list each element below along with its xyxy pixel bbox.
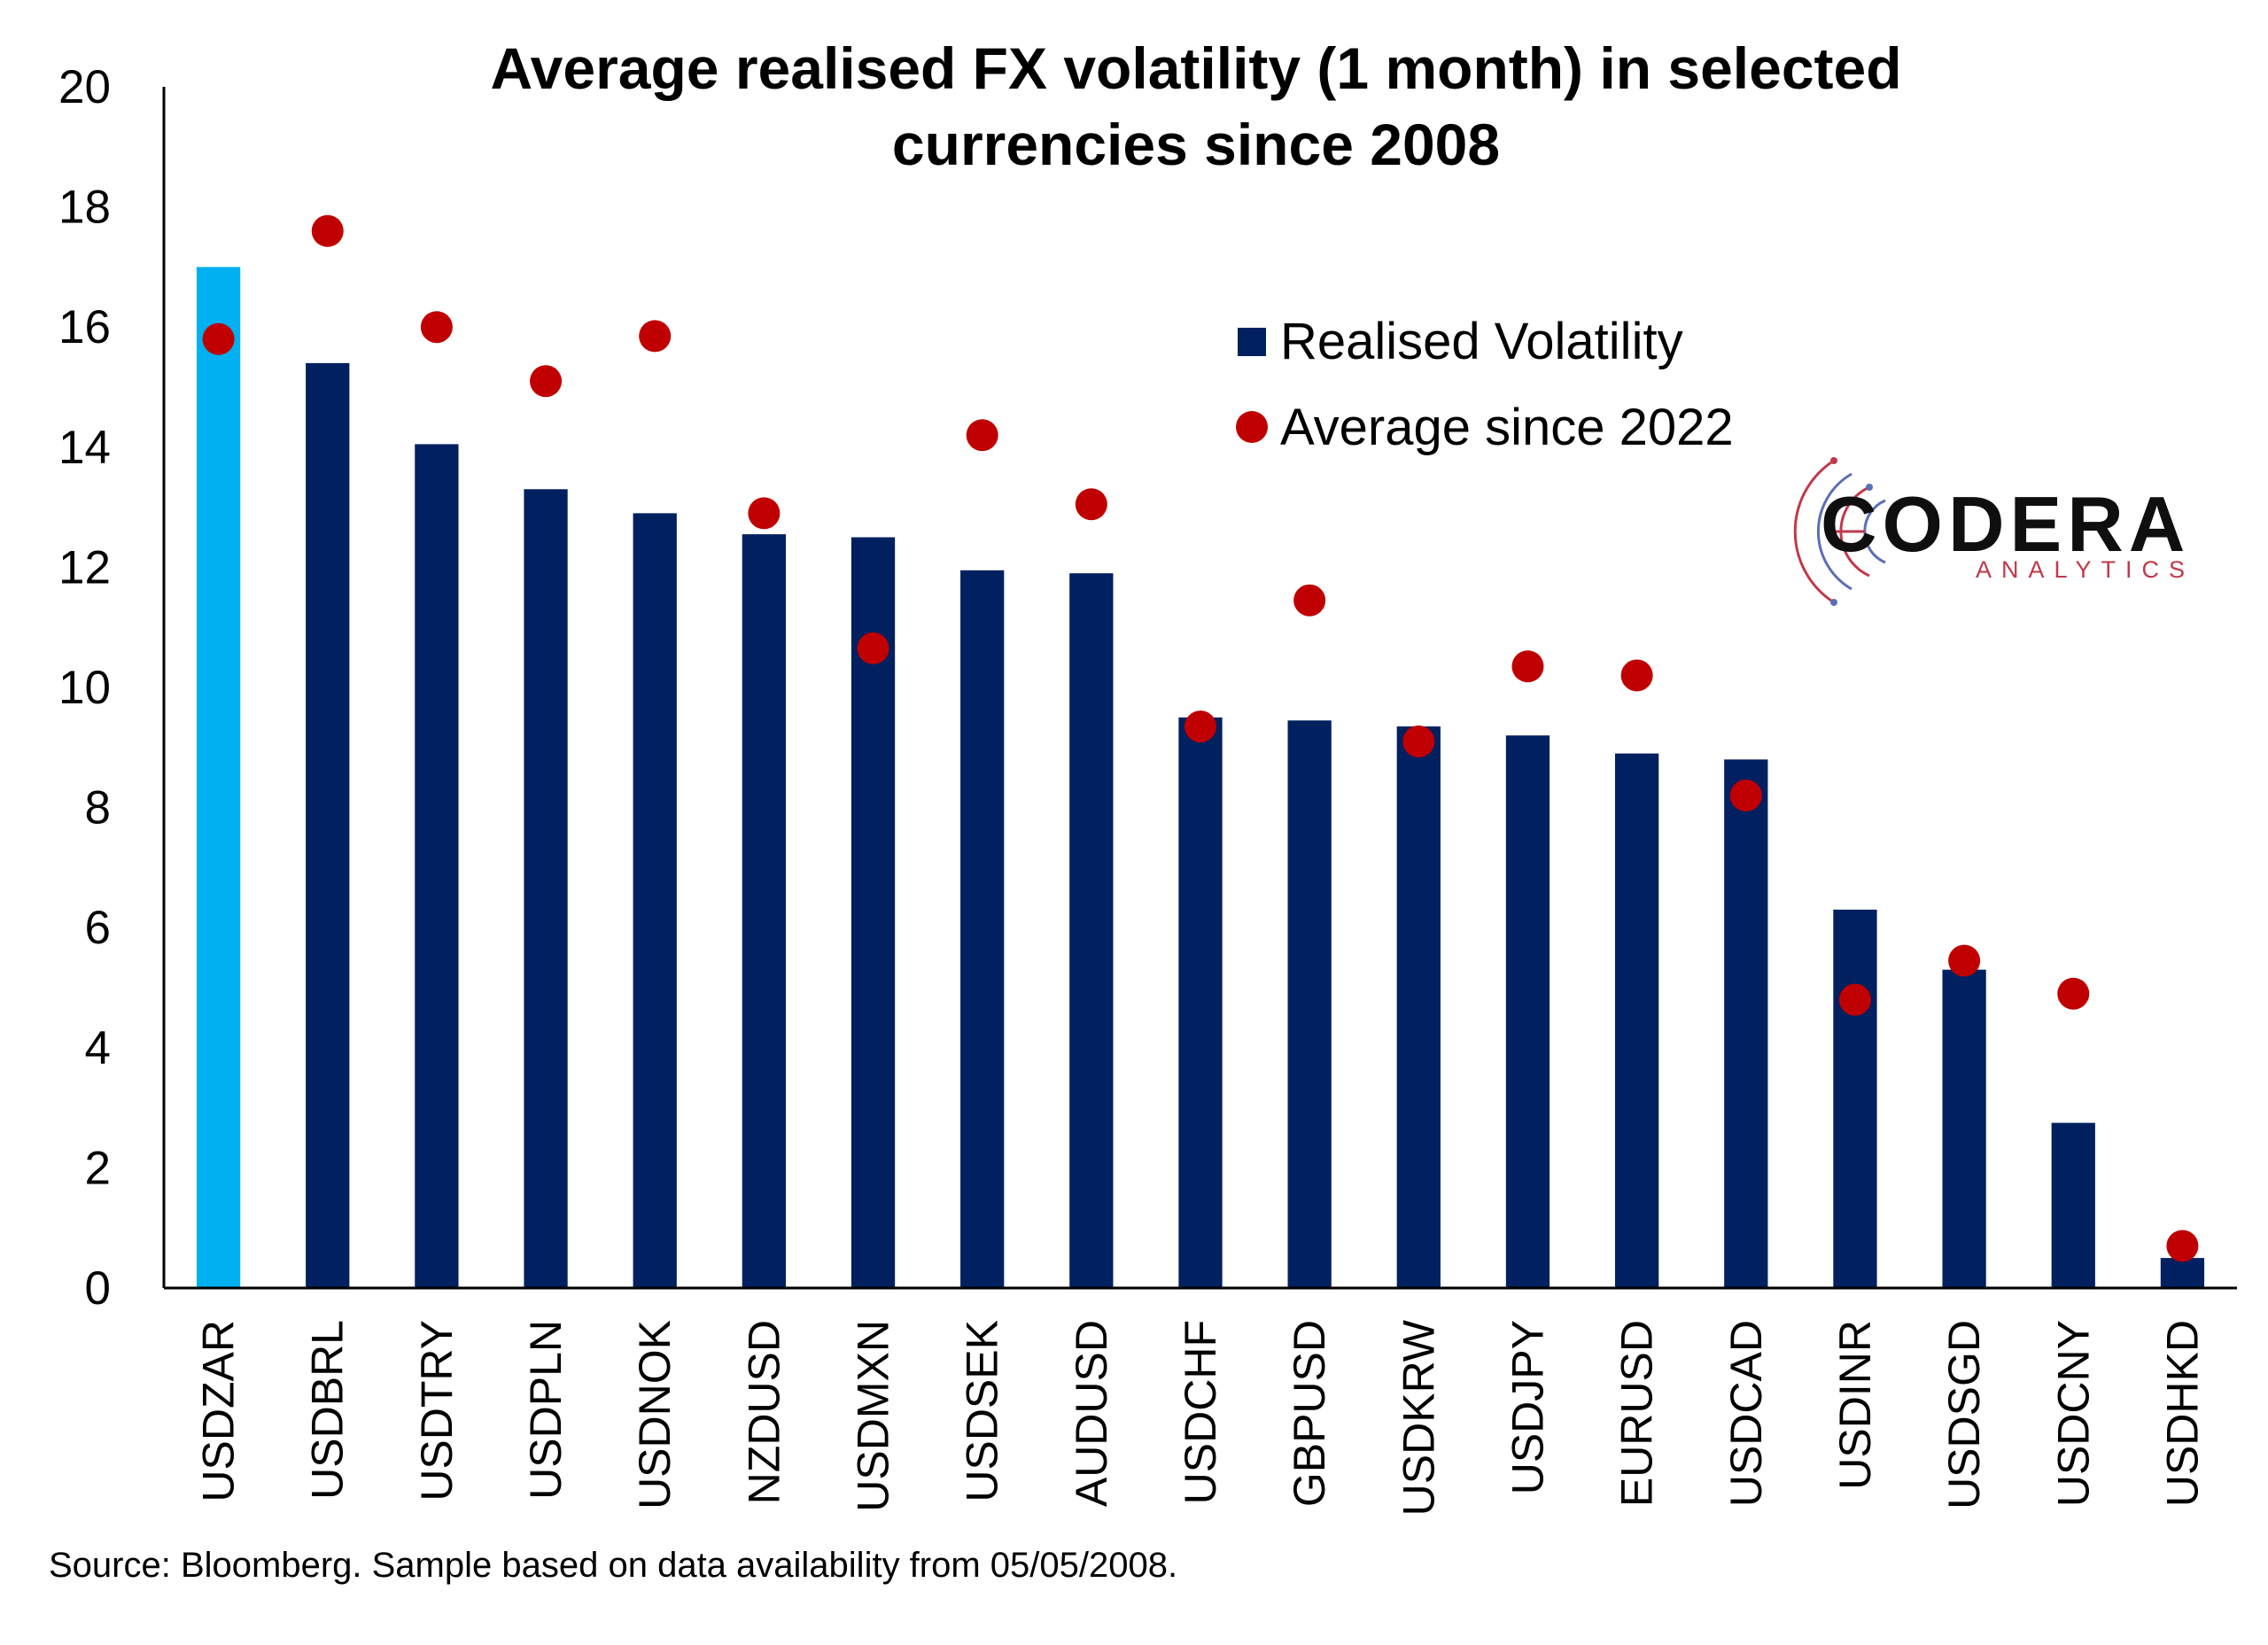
bar-usdtry [415, 444, 459, 1288]
y-tick-label: 6 [85, 902, 111, 954]
y-tick-label: 0 [85, 1262, 111, 1315]
bar-usdcny [2051, 1122, 2095, 1288]
point-average-usdkrw [1402, 726, 1435, 758]
y-tick-label: 8 [85, 782, 111, 834]
point-average-usdchf [1184, 710, 1216, 743]
bar-eurusd [1615, 753, 1659, 1288]
y-tick-label: 20 [58, 61, 111, 113]
y-tick-label: 16 [58, 301, 111, 353]
point-average-audusd [1075, 488, 1107, 521]
y-tick-label: 14 [58, 422, 111, 474]
source-note: Source: Bloomberg. Sample based on data … [49, 1546, 1177, 1585]
point-average-usdmxn [857, 632, 889, 664]
chart-title: Average realised FX volatility (1 month)… [490, 35, 1901, 177]
x-tick-label-usdsgd: USDSGD [1939, 1320, 1989, 1509]
point-average-nzdusd [748, 497, 781, 530]
bar-usdkrw [1396, 726, 1441, 1288]
logo-wordmark: CODERA [1821, 480, 2190, 568]
chart-title-line-1: Average realised FX volatility (1 month)… [490, 35, 1901, 101]
chart-title-line-2: currencies since 2008 [892, 112, 1500, 177]
y-tick-label: 10 [58, 662, 111, 714]
x-tick-label-eurusd: EURUSD [1612, 1320, 1662, 1507]
y-tick-label: 18 [58, 182, 111, 234]
x-tick-label-usdnok: USDNOK [630, 1320, 680, 1509]
x-tick-label-usdchf: USDCHF [1176, 1320, 1225, 1504]
legend-marker-average-since-2022 [1236, 411, 1268, 443]
bar-usdnok [633, 513, 677, 1288]
point-average-usdjpy [1511, 650, 1544, 683]
x-tick-label-usdcad: USDCAD [1721, 1320, 1771, 1507]
point-average-usdpln [530, 365, 563, 398]
point-average-usdcny [2057, 977, 2090, 1010]
point-average-usdsek [966, 419, 998, 452]
bar-nzdusd [742, 534, 786, 1288]
point-average-usdbrl [311, 214, 344, 247]
point-average-usdzar [202, 322, 235, 355]
bar-usdinr [1833, 909, 1877, 1288]
x-tick-label-usdbrl: USDBRL [303, 1320, 353, 1500]
bar-usdsek [960, 570, 1005, 1288]
legend-swatch-realised-volatility [1238, 328, 1266, 356]
x-tick-label-usdjpy: USDJPY [1503, 1320, 1552, 1494]
x-tick-label-usdpln: USDPLN [521, 1320, 571, 1500]
codera-analytics-logo: CODERA ANALYTICS [1793, 457, 2194, 606]
x-tick-label-usdhkd: USDHKD [2157, 1320, 2207, 1507]
x-tick-label-nzdusd: NZDUSD [739, 1320, 788, 1504]
point-average-usdinr [1838, 983, 1871, 1016]
x-tick-label-audusd: AUDUSD [1067, 1320, 1116, 1507]
y-tick-label: 4 [85, 1022, 111, 1075]
bar-usdbrl [306, 362, 350, 1288]
y-tick-label: 2 [85, 1142, 111, 1194]
point-average-usdcad [1729, 780, 1762, 812]
bar-usdpln [524, 489, 568, 1288]
bar-usdcad [1724, 759, 1768, 1288]
logo-circuit-icon [1793, 457, 1886, 606]
y-tick-label: 12 [58, 541, 111, 594]
bar-usdchf [1178, 717, 1223, 1288]
bar-usdhkd [2160, 1258, 2205, 1288]
x-tick-label-usdzar: USDZAR [194, 1320, 244, 1502]
point-average-usdnok [639, 320, 672, 353]
x-tick-label-usdmxn: USDMXN [849, 1320, 898, 1512]
bar-gbpusd [1287, 720, 1332, 1288]
point-average-usdsgd [1948, 944, 1981, 977]
plot-area: 0 2 4 6 8 10 12 14 16 18 20 USDZAR USDBRL USDTRY USDPL… [58, 61, 2207, 1516]
bar-usdzar [196, 267, 241, 1288]
x-tick-label-usdtry: USDTRY [412, 1320, 462, 1501]
x-tick-label-usdcny: USDCNY [2048, 1320, 2098, 1507]
bar-usdjpy [1505, 735, 1550, 1288]
bar-audusd [1069, 573, 1114, 1288]
x-tick-label-usdinr: USDINR [1830, 1320, 1880, 1490]
legend-label-average-since-2022: Average since 2022 [1280, 399, 1734, 456]
x-tick-label-usdsek: USDSEK [958, 1320, 1007, 1502]
legend-label-realised-volatility: Realised Volatility [1280, 313, 1683, 370]
logo-tagline: ANALYTICS [1976, 556, 2194, 583]
bar-usdsgd [1942, 969, 1986, 1288]
point-average-usdhkd [2166, 1230, 2199, 1262]
point-average-gbpusd [1293, 584, 1326, 617]
legend: Realised Volatility Average since 2022 [1236, 313, 1734, 456]
point-average-eurusd [1620, 659, 1653, 692]
x-tick-label-gbpusd: GBPUSD [1285, 1320, 1334, 1507]
point-average-usdtry [420, 311, 453, 344]
x-tick-label-usdkrw: USDKRW [1394, 1319, 1443, 1516]
